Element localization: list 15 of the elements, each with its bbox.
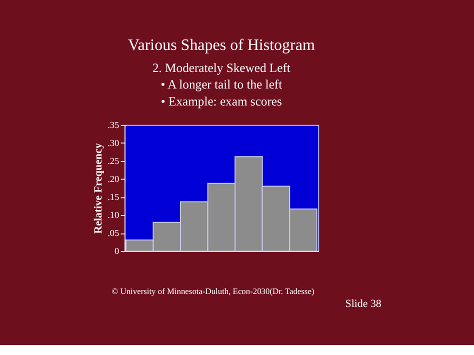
y-tick-label: .35	[108, 120, 120, 131]
y-tick-label: .20	[108, 175, 120, 185]
chart-title: Various Shapes of Histogram	[128, 37, 316, 54]
y-tick-label: .15	[108, 193, 120, 204]
y-tick-label: .30	[108, 138, 120, 149]
y-tick-label: 0	[114, 247, 120, 258]
text: • Example: exam scores	[160, 94, 282, 109]
text: 2. Moderately Skewed Left	[152, 60, 290, 75]
text: • A longer tail to the left	[160, 78, 282, 92]
y-axis-title: Relative Frequency	[92, 142, 105, 234]
text: Slide 38	[345, 298, 382, 310]
y-tick-label: .10	[108, 211, 120, 222]
text: © University of Minnesota-Duluth, Econ-2030(Dr. Tadesse)	[112, 287, 314, 296]
y-tick-label: .25	[108, 156, 120, 167]
y-tick-label: .05	[108, 229, 120, 240]
